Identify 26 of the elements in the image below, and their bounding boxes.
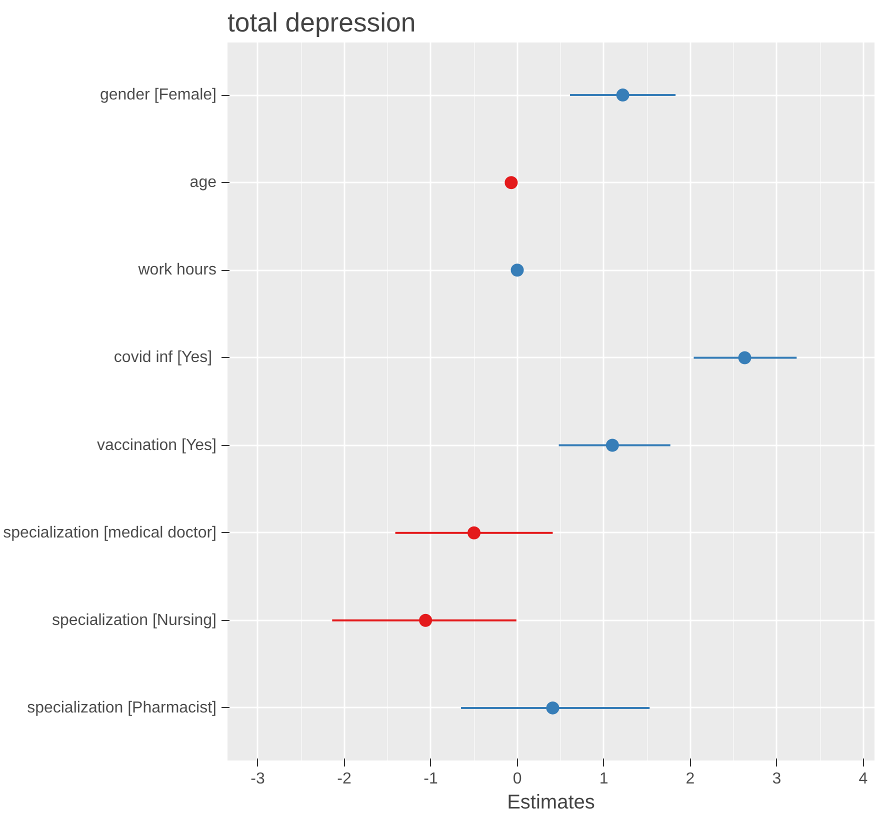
point <box>510 264 524 277</box>
x-tick-label: 3 <box>772 770 782 788</box>
point <box>468 526 481 540</box>
point <box>606 438 619 452</box>
point <box>419 614 432 627</box>
x-tick-label: -2 <box>337 770 352 788</box>
x-axis-title: Estimates <box>507 792 595 814</box>
y-tick-label: specialization [Nursing] <box>52 612 217 629</box>
y-tick-label: specialization [medical doctor] <box>3 524 216 542</box>
y-tick-label: age <box>190 174 217 192</box>
y-tick-label: covid inf [Yes] <box>114 349 212 366</box>
x-tick-label: -3 <box>250 770 265 788</box>
x-tick-label: 2 <box>686 770 695 788</box>
point <box>504 176 518 190</box>
x-tick-label: 4 <box>858 770 868 788</box>
point <box>546 701 560 714</box>
x-tick-label: -1 <box>424 770 438 788</box>
x-tick-label: 1 <box>599 770 608 788</box>
y-tick-label: gender [Female] <box>100 86 217 104</box>
chart-title: total depression <box>228 8 416 38</box>
point <box>616 88 630 102</box>
point <box>738 351 752 364</box>
y-tick-label: vaccination [Yes] <box>97 436 216 454</box>
y-tick-label: specialization [Pharmacist] <box>27 699 217 716</box>
x-tick-label: 0 <box>512 770 522 788</box>
y-tick-label: work hours <box>137 262 216 279</box>
